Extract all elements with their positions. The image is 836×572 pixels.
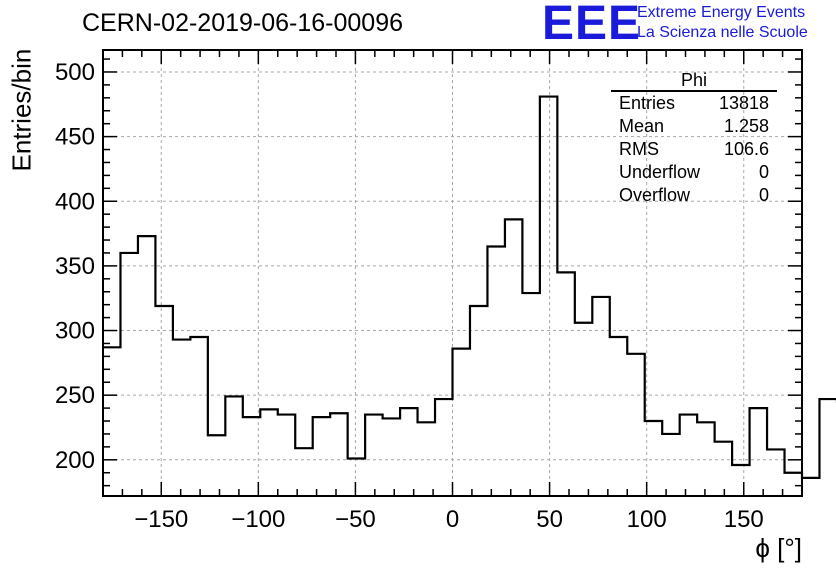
histogram-bin	[120, 253, 137, 496]
y-axis-ticks: 200 250 300 350 400 450 500	[55, 58, 802, 487]
histogram-bin	[487, 246, 504, 496]
histogram-bin	[453, 349, 470, 496]
histogram-bin	[557, 272, 574, 496]
y-tick-label: 250	[55, 382, 95, 409]
histogram-bin	[819, 399, 836, 496]
x-tick-label: −150	[134, 506, 188, 533]
histogram-bin	[400, 408, 417, 496]
stats-label: RMS	[619, 139, 659, 159]
logo-line-1: Extreme Energy Events	[637, 4, 806, 21]
stats-label: Entries	[619, 93, 676, 113]
histogram-bin	[348, 459, 365, 496]
histogram-bin	[785, 473, 802, 496]
x-axis-label: ϕ [°]	[755, 533, 802, 563]
histogram-bin	[732, 465, 749, 496]
grid-lines	[103, 50, 802, 496]
histogram-bin	[627, 354, 644, 496]
stats-value: 1.258	[723, 116, 769, 136]
histogram-bin	[383, 418, 400, 496]
histogram-bin	[697, 422, 714, 496]
histogram-bin	[295, 448, 312, 496]
y-tick-label: 300	[55, 318, 95, 345]
histogram-bin	[225, 396, 242, 496]
y-tick-label: 350	[55, 253, 95, 280]
stats-label: Underflow	[619, 162, 701, 182]
stats-value: 0	[758, 185, 769, 205]
histogram-bin	[610, 337, 627, 496]
histogram-bin	[575, 323, 592, 496]
stats-label: Mean	[619, 116, 665, 136]
x-tick-label: 100	[627, 506, 667, 533]
stats-title: Phi	[611, 70, 777, 92]
stats-value: 106.6	[723, 139, 769, 159]
y-tick-label: 400	[55, 188, 95, 215]
x-tick-label: 50	[536, 506, 563, 533]
histogram-bin	[750, 408, 767, 496]
histogram-bin	[662, 434, 679, 496]
x-tick-label: 150	[724, 506, 764, 533]
stats-value: 0	[758, 162, 769, 182]
stats-row-mean: Mean 1.258	[611, 115, 777, 138]
stats-box: Phi Entries 13818 Mean 1.258 RMS 106.6 U…	[611, 70, 777, 207]
stats-row-underflow: Underflow 0	[611, 161, 777, 184]
histogram-bin	[680, 415, 697, 496]
logo-line-2: La Scienza nelle Scuole	[637, 24, 808, 41]
x-tick-label: −100	[231, 506, 285, 533]
histogram-bin	[278, 415, 295, 496]
histogram-bin	[802, 478, 819, 496]
histogram-bin	[138, 236, 155, 496]
x-tick-label: −50	[335, 506, 376, 533]
histogram-bars	[103, 95, 836, 496]
histogram-outline	[103, 95, 836, 480]
histogram-bin	[330, 413, 347, 496]
histogram-bin	[155, 306, 172, 496]
stats-row-rms: RMS 106.6	[611, 138, 777, 161]
histogram-bin	[260, 409, 277, 496]
stats-value: 13818	[718, 93, 769, 113]
stats-row-overflow: Overflow 0	[611, 184, 777, 207]
histogram-bin	[365, 415, 382, 496]
histogram-bin	[592, 297, 609, 496]
y-axis-label: Entries/bin	[6, 48, 37, 172]
histogram-bin	[208, 435, 225, 496]
histogram-bin	[435, 399, 452, 496]
x-tick-label: 0	[446, 506, 459, 533]
y-tick-label: 200	[55, 447, 95, 474]
histogram-bin	[313, 417, 330, 496]
logo-caption: Extreme Energy Events La Scienza nelle S…	[637, 3, 808, 43]
histogram-bin	[522, 293, 539, 496]
eee-logo: EEE	[542, 0, 642, 50]
x-axis-ticks: −150 −100 −50 0 50 100 150	[121, 50, 784, 533]
histogram-bin	[540, 97, 557, 496]
plot-title: CERN-02-2019-06-16-00096	[82, 9, 404, 37]
histogram-bin	[470, 306, 487, 496]
y-tick-label: 500	[55, 59, 95, 86]
histogram-bin	[715, 442, 732, 496]
histogram-bin	[190, 337, 207, 496]
histogram-bin	[418, 422, 435, 496]
stats-label: Overflow	[619, 185, 691, 205]
stats-row-entries: Entries 13818	[611, 92, 777, 115]
histogram-bin	[505, 219, 522, 496]
histogram-bin	[173, 340, 190, 496]
y-tick-label: 450	[55, 124, 95, 151]
